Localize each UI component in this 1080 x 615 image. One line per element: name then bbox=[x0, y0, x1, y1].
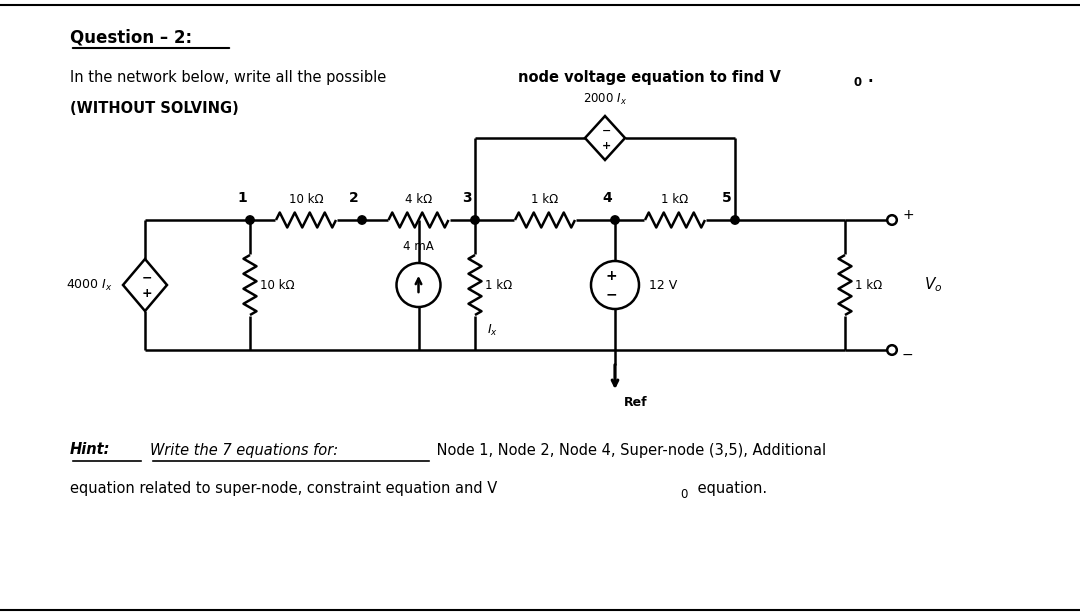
Text: +: + bbox=[141, 287, 152, 300]
Text: 1 kΩ: 1 kΩ bbox=[485, 279, 512, 292]
Text: 1 kΩ: 1 kΩ bbox=[855, 279, 882, 292]
Text: +: + bbox=[603, 141, 611, 151]
Text: Node 1, Node 2, Node 4, Super-node (3,5), Additional: Node 1, Node 2, Node 4, Super-node (3,5)… bbox=[432, 443, 826, 458]
Text: 12 V: 12 V bbox=[649, 279, 677, 292]
Text: 4 mA: 4 mA bbox=[403, 240, 434, 253]
Text: 2: 2 bbox=[349, 191, 359, 205]
Text: equation related to super-node, constraint equation and V: equation related to super-node, constrai… bbox=[70, 480, 497, 496]
Text: −: − bbox=[141, 271, 152, 285]
Text: (WITHOUT SOLVING): (WITHOUT SOLVING) bbox=[70, 100, 239, 116]
Text: Write the 7 equations for:: Write the 7 equations for: bbox=[150, 443, 338, 458]
Text: −: − bbox=[902, 348, 914, 362]
Text: .: . bbox=[867, 69, 873, 84]
Text: 0: 0 bbox=[680, 488, 687, 501]
Text: 4 kΩ: 4 kΩ bbox=[405, 193, 432, 206]
Text: +: + bbox=[605, 269, 617, 283]
Text: 10 kΩ: 10 kΩ bbox=[288, 193, 323, 206]
Text: Question – 2:: Question – 2: bbox=[70, 28, 192, 46]
Circle shape bbox=[611, 216, 619, 224]
Text: 3: 3 bbox=[462, 191, 472, 205]
Text: 4000 $I_x$: 4000 $I_x$ bbox=[66, 277, 113, 293]
Text: 1: 1 bbox=[238, 191, 247, 205]
Text: 5: 5 bbox=[723, 191, 732, 205]
Text: 0: 0 bbox=[853, 76, 861, 90]
Circle shape bbox=[246, 216, 254, 224]
Text: 10 kΩ: 10 kΩ bbox=[260, 279, 295, 292]
Text: +: + bbox=[902, 208, 914, 222]
Text: −: − bbox=[603, 126, 611, 136]
Circle shape bbox=[731, 216, 739, 224]
Text: $V_o$: $V_o$ bbox=[924, 276, 943, 295]
Text: node voltage equation to find V: node voltage equation to find V bbox=[518, 69, 781, 84]
Text: In the network below, write all the possible: In the network below, write all the poss… bbox=[70, 69, 391, 84]
Text: Hint:: Hint: bbox=[70, 443, 110, 458]
Text: 1 kΩ: 1 kΩ bbox=[661, 193, 689, 206]
Circle shape bbox=[357, 216, 366, 224]
Text: 4: 4 bbox=[603, 191, 612, 205]
Text: −: − bbox=[605, 287, 617, 301]
Text: 2000 $I_x$: 2000 $I_x$ bbox=[583, 92, 627, 107]
Circle shape bbox=[471, 216, 480, 224]
Text: Ref: Ref bbox=[624, 395, 648, 408]
Text: equation.: equation. bbox=[693, 480, 767, 496]
Text: $I_x$: $I_x$ bbox=[487, 322, 498, 338]
Text: 1 kΩ: 1 kΩ bbox=[531, 193, 558, 206]
